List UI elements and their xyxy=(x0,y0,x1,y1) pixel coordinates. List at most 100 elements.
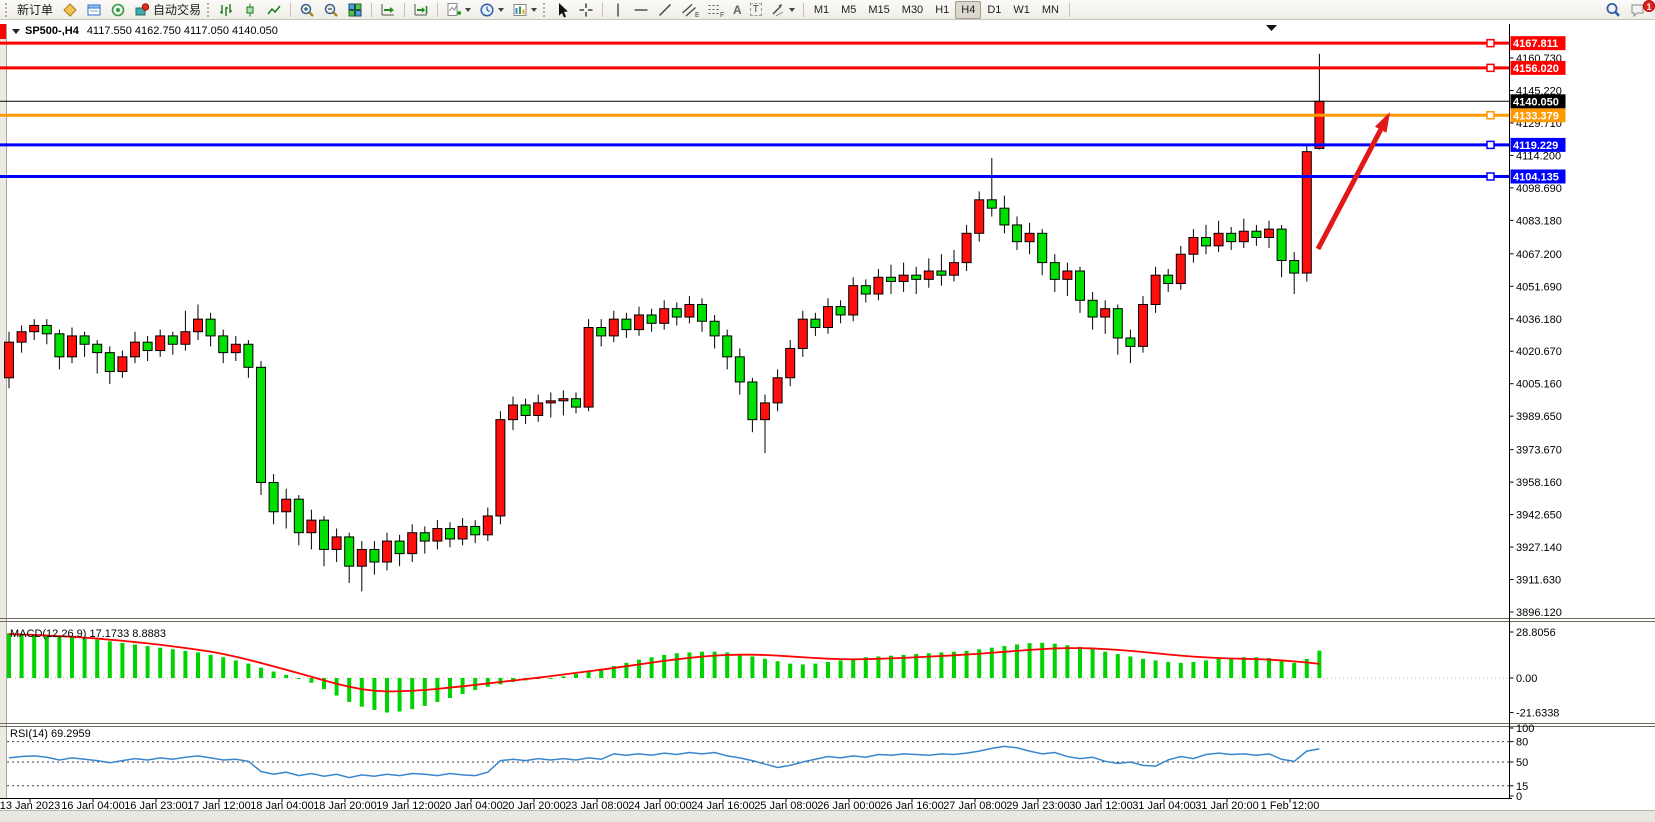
market-watch-icon[interactable] xyxy=(58,1,82,19)
price-tick-label: 4036.180 xyxy=(1516,314,1562,326)
candle xyxy=(545,400,556,404)
periods-button[interactable] xyxy=(475,1,508,19)
line-handle[interactable] xyxy=(1486,172,1495,181)
time-tick-label: 20 Jan 04:00 xyxy=(439,800,503,812)
price-line-4156.020[interactable] xyxy=(0,63,1509,73)
candle xyxy=(722,335,733,358)
timeframe-mn[interactable]: MN xyxy=(1041,3,1059,16)
candle xyxy=(1251,230,1262,238)
time-tick-label: 31 Jan 04:00 xyxy=(1132,800,1196,812)
time-tick-label: 24 Jan 16:00 xyxy=(691,800,755,812)
trend-arrow-annotation[interactable] xyxy=(1315,112,1390,251)
macd-bar xyxy=(989,647,994,678)
candle xyxy=(432,528,443,542)
candle xyxy=(533,402,544,416)
autotrading-button[interactable]: 自动交易 xyxy=(130,1,205,19)
candle xyxy=(848,285,859,316)
macd-bar xyxy=(1166,662,1171,678)
macd-bar xyxy=(284,674,289,678)
chart-menu-caret-icon[interactable] xyxy=(12,28,20,34)
line-chart-icon[interactable] xyxy=(262,1,286,19)
fibonacci-icon[interactable]: F xyxy=(703,1,729,19)
price-line-4119.229[interactable] xyxy=(0,140,1509,150)
macd-bar xyxy=(725,652,730,678)
macd-bar xyxy=(1153,660,1158,678)
chart-highlight-mark xyxy=(0,23,6,39)
auto-scroll-icon[interactable] xyxy=(376,1,400,19)
price-line-4104.135[interactable] xyxy=(0,172,1509,181)
candle xyxy=(520,404,531,416)
timeframe-h1[interactable]: H1 xyxy=(935,3,950,16)
timeframe-m1[interactable]: M1 xyxy=(813,3,830,16)
equidistant-channel-icon[interactable]: E xyxy=(677,1,703,19)
chart-shift-icon[interactable] xyxy=(409,1,433,19)
templates-button[interactable] xyxy=(508,1,541,19)
vertical-line-icon[interactable] xyxy=(607,1,629,19)
candlestick-chart-icon[interactable] xyxy=(238,1,262,19)
toolbar-grip[interactable] xyxy=(543,2,546,17)
cursor-icon[interactable] xyxy=(550,1,574,19)
horizontal-line-icon[interactable] xyxy=(629,1,653,19)
timeframe-w1[interactable]: W1 xyxy=(1013,3,1030,16)
line-handle[interactable] xyxy=(1486,63,1495,73)
timeframe-m5[interactable]: M5 xyxy=(841,3,857,16)
toolbar-separator xyxy=(602,2,604,17)
candle xyxy=(306,519,317,534)
line-handle[interactable] xyxy=(1486,38,1495,48)
price-line-4167.811[interactable] xyxy=(0,38,1509,48)
timeframe-d1[interactable]: D1 xyxy=(987,3,1002,16)
time-tick-label: 24 Jan 00:00 xyxy=(628,800,692,812)
macd-bar xyxy=(1141,658,1145,678)
new-order-button[interactable]: 新订单 xyxy=(17,3,54,17)
macd-bar xyxy=(397,678,402,712)
line-handle[interactable] xyxy=(1486,111,1495,120)
data-window-icon[interactable] xyxy=(82,1,106,19)
candle xyxy=(986,199,997,209)
arrows-button[interactable] xyxy=(766,1,799,19)
bar-chart-icon[interactable] xyxy=(214,1,238,19)
chart-shift-marker[interactable] xyxy=(1266,25,1277,31)
candle xyxy=(671,308,682,318)
candle xyxy=(79,335,90,345)
zoom-out-icon[interactable] xyxy=(319,1,343,19)
notifications-button[interactable]: 1 xyxy=(1626,0,1655,19)
price-label-4167.811: 4167.811 xyxy=(1510,36,1566,51)
line-handle[interactable] xyxy=(1486,140,1495,150)
search-icon[interactable] xyxy=(1600,1,1626,19)
indicators-button[interactable] xyxy=(442,1,475,19)
time-tick-label: 27 Jan 08:00 xyxy=(943,800,1007,812)
svg-text:4156.020: 4156.020 xyxy=(1513,63,1559,75)
timeframe-h4[interactable]: H4 xyxy=(955,0,982,19)
text-icon[interactable]: A xyxy=(733,2,742,17)
chart-background xyxy=(0,20,1655,822)
macd-bar xyxy=(1040,642,1045,678)
chevron-down-icon xyxy=(788,7,795,12)
candle xyxy=(394,540,405,555)
candle xyxy=(382,540,392,563)
zoom-in-icon[interactable] xyxy=(295,1,319,19)
svg-text:4167.811: 4167.811 xyxy=(1513,38,1558,50)
macd-bar xyxy=(750,656,755,678)
candle xyxy=(281,498,292,513)
time-tick-label: 16 Jan 23:00 xyxy=(124,800,188,812)
macd-axis-label: -21.6338 xyxy=(1516,708,1559,720)
price-line-4133.379[interactable] xyxy=(0,111,1509,120)
crosshair-icon[interactable] xyxy=(574,1,598,19)
candle xyxy=(760,402,770,421)
macd-bar xyxy=(876,656,881,678)
toolbar-grip[interactable] xyxy=(5,2,8,17)
navigator-icon[interactable] xyxy=(106,1,130,19)
macd-bar xyxy=(1241,657,1246,678)
svg-text:4104.135: 4104.135 xyxy=(1513,171,1559,183)
toolbar-grip[interactable] xyxy=(207,2,210,17)
candle xyxy=(508,404,518,421)
text-label-icon[interactable]: T xyxy=(746,1,766,19)
candle xyxy=(1075,270,1085,301)
candle xyxy=(1138,303,1148,347)
tile-windows-icon[interactable] xyxy=(343,1,367,19)
timeframe-m30[interactable]: M30 xyxy=(901,3,924,16)
timeframe-m15[interactable]: M15 xyxy=(868,3,890,16)
trendline-icon[interactable] xyxy=(653,1,677,19)
price-tick-label: 3989.650 xyxy=(1516,411,1562,423)
macd-bar xyxy=(637,659,641,678)
